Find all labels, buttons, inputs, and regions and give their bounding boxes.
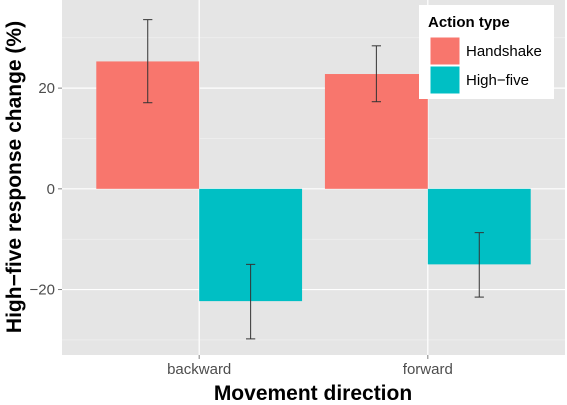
y-tick-label: 20 [38, 80, 55, 97]
y-tick-label: 0 [47, 181, 55, 198]
error-bars [143, 19, 484, 340]
legend-items: Handshake High−five [429, 36, 542, 95]
legend: Action type Handshake High−five [419, 5, 554, 99]
legend-label: Handshake [466, 43, 542, 60]
y-tick-label: −20 [30, 282, 55, 299]
error-bar [245, 263, 256, 340]
error-bar [474, 232, 484, 298]
y-axis-ticks: −20 0 20 [30, 80, 62, 299]
x-axis-ticks: backward forward [167, 355, 453, 378]
legend-label: High−five [466, 72, 529, 89]
y-axis-title: High−five response change (%) [3, 21, 26, 333]
legend-title: Action type [428, 14, 510, 31]
x-tick-label: forward [403, 361, 453, 378]
legend-key [429, 65, 461, 95]
error-bar [143, 19, 153, 104]
error-bar [371, 45, 382, 103]
legend-key [429, 36, 461, 66]
x-tick-label: backward [167, 361, 231, 378]
x-axis-title: Movement direction [214, 382, 412, 405]
